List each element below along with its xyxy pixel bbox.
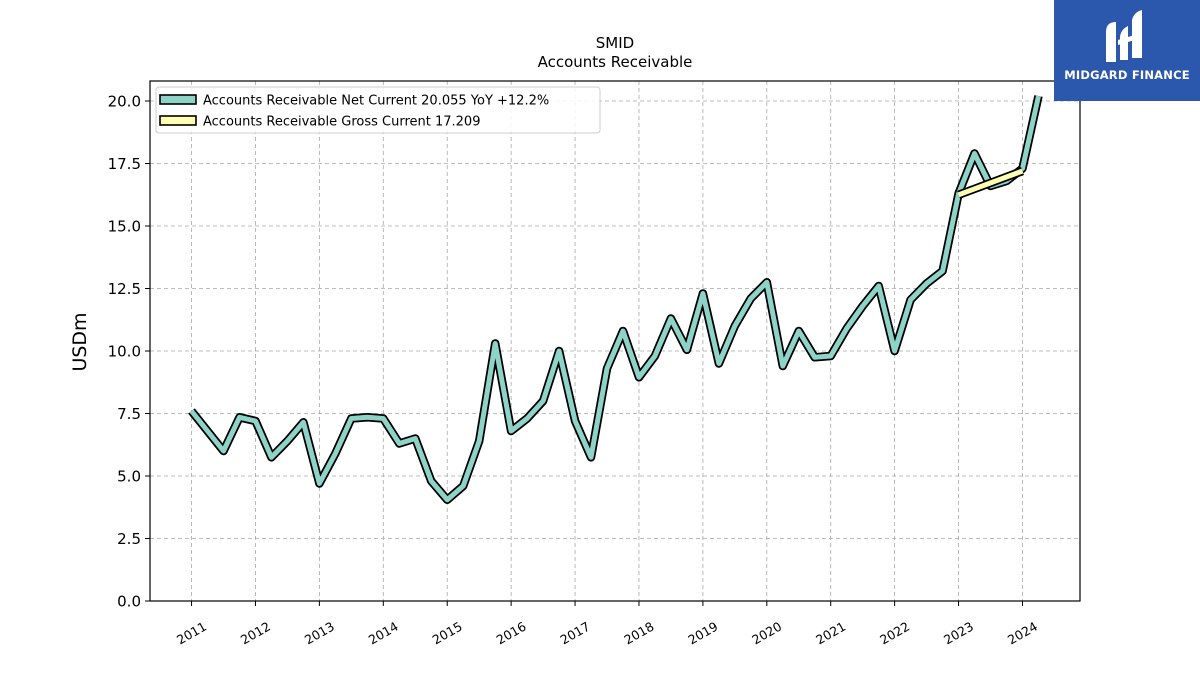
x-tick-label: 2019 <box>685 619 720 648</box>
series-lines <box>188 95 1043 505</box>
y-tick-label: 17.5 <box>108 155 141 173</box>
y-tick-label: 12.5 <box>108 280 141 298</box>
brand-logo: MIDGARD FINANCE <box>1054 0 1200 101</box>
x-tick-label: 2011 <box>174 619 209 648</box>
legend-box <box>155 86 601 134</box>
plot-frame <box>149 80 1081 602</box>
x-tick-label: 2021 <box>813 619 848 648</box>
x-tick-label: 2013 <box>302 619 337 648</box>
y-axis-ticks: 0.0 2.5 5.0 7.5 10.0 12.5 15.0 17.5 20.0 <box>108 93 150 611</box>
x-tick-label: 2020 <box>749 619 784 648</box>
legend-swatch <box>159 94 197 105</box>
legend-swatch <box>159 115 197 126</box>
series-1-line <box>957 168 1024 198</box>
x-tick-label: 2024 <box>1005 619 1040 648</box>
chart-subtitle: Accounts Receivable <box>538 53 693 71</box>
y-axis-label: USDm <box>69 312 91 371</box>
x-tick-label: 2016 <box>494 619 529 648</box>
midgard-logo-icon <box>1106 10 1142 62</box>
x-tick-label: 2012 <box>238 619 273 648</box>
x-axis-ticks: 2011 2012 2013 2014 2015 2016 2017 2018 2019 2020… <box>174 601 1040 648</box>
y-tick-label: 20.0 <box>108 93 141 111</box>
legend-label: Accounts Receivable Net Current 20.055 Y… <box>203 94 549 109</box>
legend: Accounts Receivable Net Current 20.055 Y… <box>155 86 601 134</box>
brand-name: MIDGARD FINANCE <box>1064 68 1190 82</box>
x-tick-label: 2022 <box>877 619 912 648</box>
x-tick-label: 2015 <box>430 619 465 648</box>
y-tick-label: 2.5 <box>117 530 141 548</box>
y-tick-label: 7.5 <box>117 405 141 423</box>
series-0-line <box>189 95 1041 503</box>
x-tick-label: 2017 <box>558 619 593 648</box>
legend-label: Accounts Receivable Gross Current 17.209 <box>203 115 480 130</box>
y-tick-label: 15.0 <box>108 218 141 236</box>
x-tick-label: 2018 <box>621 619 656 648</box>
y-tick-label: 0.0 <box>117 593 141 611</box>
chart-title: SMID <box>596 34 634 52</box>
y-tick-label: 10.0 <box>108 343 141 361</box>
x-tick-label: 2023 <box>941 619 976 648</box>
x-tick-label: 2014 <box>366 619 401 648</box>
y-tick-label: 5.0 <box>117 468 141 486</box>
